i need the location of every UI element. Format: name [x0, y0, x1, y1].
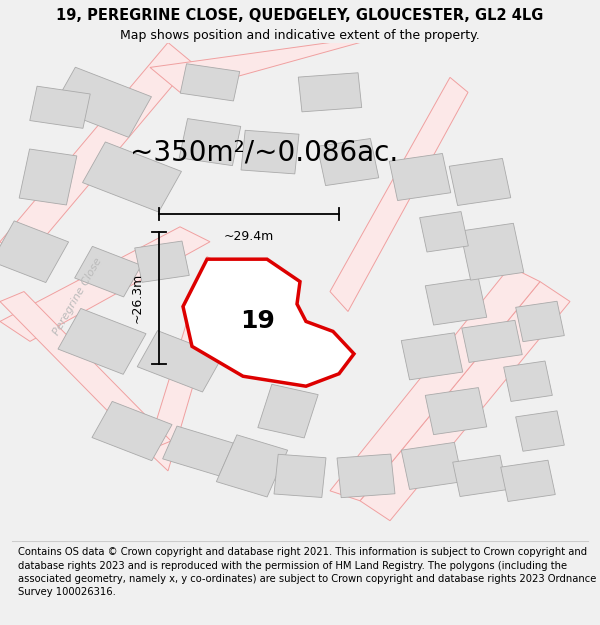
Polygon shape	[330, 78, 468, 311]
Polygon shape	[179, 119, 241, 166]
Polygon shape	[217, 435, 287, 497]
Polygon shape	[503, 361, 553, 401]
Polygon shape	[150, 42, 360, 92]
Polygon shape	[30, 86, 90, 128]
Polygon shape	[401, 442, 463, 489]
Polygon shape	[330, 267, 540, 501]
Polygon shape	[53, 68, 151, 138]
Polygon shape	[0, 291, 171, 451]
Polygon shape	[135, 241, 189, 282]
Polygon shape	[317, 139, 379, 186]
Polygon shape	[74, 246, 142, 297]
Polygon shape	[241, 130, 299, 174]
Polygon shape	[183, 259, 354, 386]
Polygon shape	[163, 426, 233, 476]
Polygon shape	[419, 212, 469, 252]
Polygon shape	[360, 282, 570, 521]
Text: 19, PEREGRINE CLOSE, QUEDGELEY, GLOUCESTER, GL2 4LG: 19, PEREGRINE CLOSE, QUEDGELEY, GLOUCEST…	[56, 8, 544, 22]
Polygon shape	[460, 223, 524, 280]
Polygon shape	[83, 142, 181, 212]
Polygon shape	[449, 159, 511, 206]
Text: Map shows position and indicative extent of the property.: Map shows position and indicative extent…	[120, 29, 480, 42]
Text: Contains OS data © Crown copyright and database right 2021. This information is : Contains OS data © Crown copyright and d…	[18, 548, 596, 597]
Polygon shape	[501, 460, 555, 501]
Polygon shape	[92, 401, 172, 461]
Polygon shape	[0, 42, 192, 262]
Polygon shape	[425, 278, 487, 325]
Polygon shape	[453, 455, 507, 496]
Polygon shape	[0, 221, 68, 282]
Polygon shape	[462, 321, 522, 362]
Polygon shape	[147, 257, 228, 471]
Polygon shape	[389, 154, 451, 201]
Polygon shape	[0, 227, 210, 341]
Polygon shape	[337, 454, 395, 498]
Text: ~29.4m: ~29.4m	[224, 230, 274, 243]
Polygon shape	[137, 331, 223, 392]
Polygon shape	[515, 411, 565, 451]
Polygon shape	[401, 332, 463, 380]
Polygon shape	[258, 384, 318, 438]
Polygon shape	[19, 149, 77, 205]
Polygon shape	[515, 301, 565, 342]
Text: ~350m²/~0.086ac.: ~350m²/~0.086ac.	[130, 138, 398, 166]
Polygon shape	[58, 308, 146, 374]
Polygon shape	[180, 64, 240, 101]
Polygon shape	[274, 454, 326, 498]
Polygon shape	[298, 72, 362, 112]
Polygon shape	[425, 388, 487, 434]
Text: Peregrine Close: Peregrine Close	[52, 256, 104, 337]
Text: ~26.3m: ~26.3m	[131, 272, 144, 323]
Text: 19: 19	[241, 309, 275, 334]
